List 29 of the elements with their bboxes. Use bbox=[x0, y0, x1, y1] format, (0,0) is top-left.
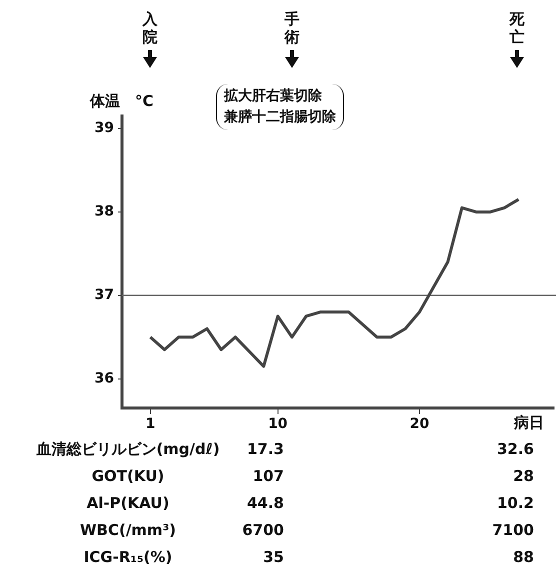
category-label: WBC(/mm³) bbox=[80, 521, 176, 539]
text: 拡大肝右葉切除 bbox=[224, 87, 323, 106]
y-axis-title: 体温 °C bbox=[90, 92, 154, 111]
data-label: 107 bbox=[252, 467, 284, 485]
data-label: 88 bbox=[513, 548, 534, 566]
text: 手術 bbox=[284, 10, 300, 46]
y-tick-label: 39 bbox=[94, 120, 114, 136]
data-label: 35 bbox=[263, 548, 284, 566]
y-tick-label: 36 bbox=[94, 370, 114, 386]
y-tick-label: 37 bbox=[94, 287, 114, 304]
data-label: 28 bbox=[513, 467, 534, 485]
data-label: 6700 bbox=[242, 521, 284, 539]
x-tick-label: 20 bbox=[410, 416, 430, 432]
data-label: 32.6 bbox=[496, 440, 534, 458]
category-label: ICG-R₁₅(%) bbox=[82, 548, 174, 566]
category-label: GOT(KU) bbox=[90, 467, 166, 485]
category-label: Al-P(KAU) bbox=[86, 494, 170, 512]
data-label: 7100 bbox=[492, 521, 534, 539]
text: 入院 bbox=[142, 10, 158, 46]
data-label: 10.2 bbox=[496, 494, 534, 512]
x-tick-label: 10 bbox=[268, 416, 288, 432]
text: 死亡 bbox=[509, 10, 525, 46]
x-tick-label: 1 bbox=[145, 416, 156, 432]
data-label: 44.8 bbox=[246, 494, 284, 512]
y-tick-label: 38 bbox=[94, 204, 114, 220]
x-axis-title: 病日 bbox=[513, 413, 544, 432]
data-label: 17.3 bbox=[246, 440, 284, 458]
annotation: 兼膵十二指腸切除 bbox=[224, 108, 336, 127]
category-label: 血清総ビリルビン(mg/dℓ) bbox=[35, 440, 221, 459]
